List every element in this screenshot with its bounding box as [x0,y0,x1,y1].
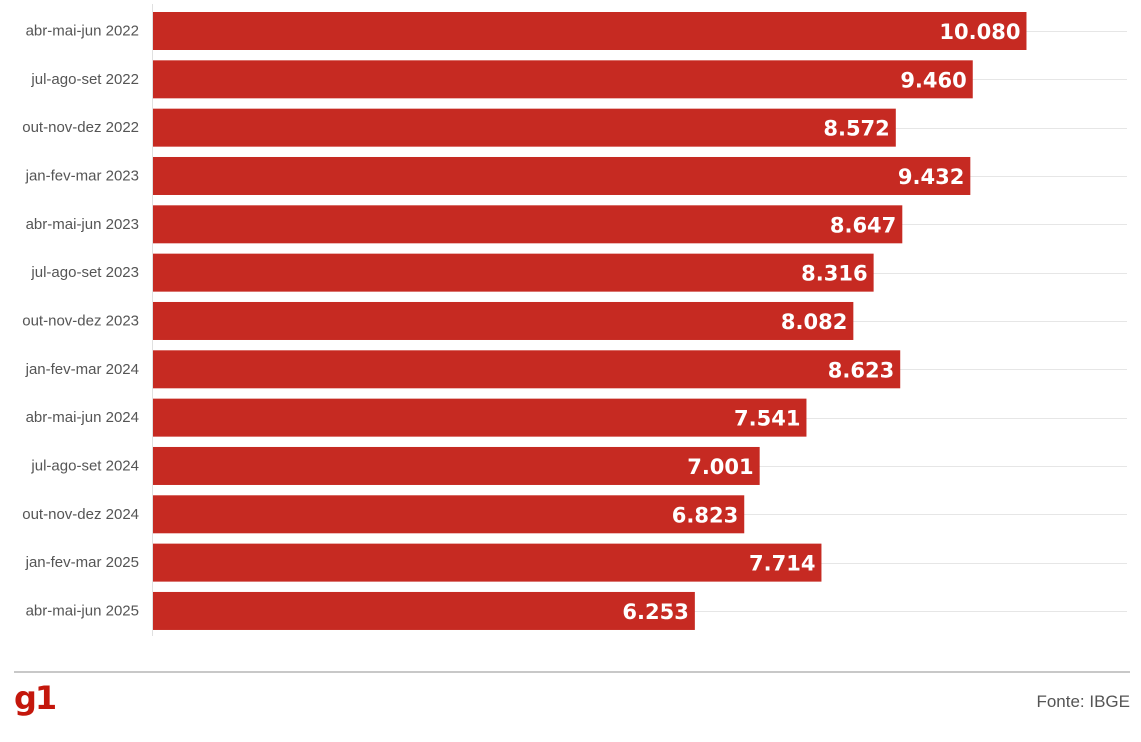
category-label: out-nov-dez 2022 [22,119,139,136]
bar [153,12,1027,50]
category-label: jan-fev-mar 2024 [25,361,139,378]
bar [153,301,854,340]
bar [153,543,822,582]
value-label: 7.714 [749,552,815,576]
value-label: 10.080 [939,20,1020,44]
category-label: jan-fev-mar 2025 [25,554,139,571]
category-label: out-nov-dez 2024 [22,506,139,523]
bar [153,205,903,244]
category-label: abr-mai-jun 2025 [26,602,139,619]
bar [153,350,901,389]
bar [153,253,874,292]
bar [153,108,896,147]
footer-divider [14,671,1130,673]
category-label: jul-ago-set 2022 [30,71,139,88]
bar [153,591,695,630]
category-label: out-nov-dez 2023 [22,312,139,329]
bars [153,12,1027,630]
category-label: jul-ago-set 2023 [30,264,139,281]
bar-chart: abr-mai-jun 2022 jul-ago-set 2022 out-nov-… [22,4,1127,636]
value-label: 9.460 [900,68,966,92]
bar [153,446,760,485]
category-label: abr-mai-jun 2023 [26,216,139,233]
source-label: Fonte: IBGE [1036,692,1130,711]
bar [153,60,973,99]
category-label: jan-fev-mar 2023 [25,167,139,184]
category-label: abr-mai-jun 2024 [26,409,139,426]
category-label: jul-ago-set 2024 [30,457,139,474]
category-label: abr-mai-jun 2022 [26,23,139,40]
bar [153,398,807,437]
value-label: 8.647 [830,213,896,237]
value-label: 7.541 [734,407,800,431]
value-label: 8.623 [828,358,894,382]
value-label: 7.001 [687,455,753,479]
bar [153,495,745,534]
value-label: 9.432 [898,165,964,189]
category-labels: abr-mai-jun 2022 jul-ago-set 2022 out-nov-… [22,23,139,620]
value-label: 6.823 [672,503,738,527]
value-label: 8.316 [801,262,867,286]
value-label: 8.572 [823,117,889,141]
value-label: 6.253 [622,600,688,624]
value-label: 8.082 [781,310,847,334]
bar [153,156,971,195]
g1-logo: g1 [14,679,57,717]
